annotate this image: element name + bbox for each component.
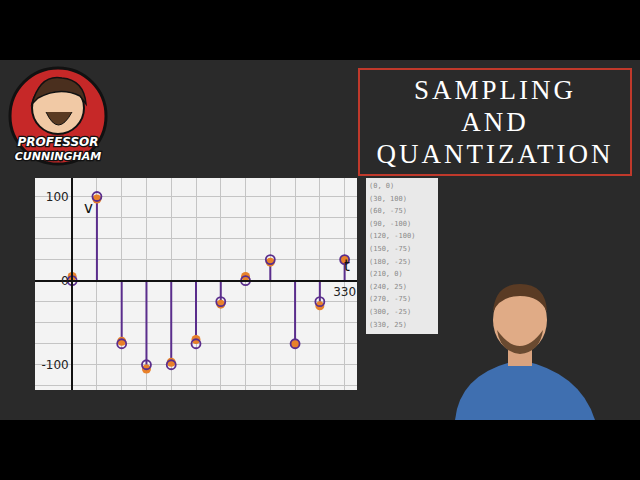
html-text:(0, 0) (30, 100) (60, -75) (90: (0, 0) (30, 100) (60, -75) (90, -100) (1… [369,182,416,329]
svg-text:v: v [84,199,93,217]
svg-text:-100: -100 [42,358,69,372]
svg-text:330: 330 [333,285,356,299]
svg-text:t: t [344,257,350,275]
svg-text:0: 0 [61,274,69,288]
html-text:SAMPLING: SAMPLING [414,75,576,105]
html-text:AND: AND [461,107,529,137]
svg-text:CUNNINGHAM: CUNNINGHAM [15,150,101,163]
svg-text:100: 100 [46,190,69,204]
html-text:QUANTIZATION: QUANTIZATION [376,139,614,169]
svg-text:PROFESSOR: PROFESSOR [18,135,99,149]
